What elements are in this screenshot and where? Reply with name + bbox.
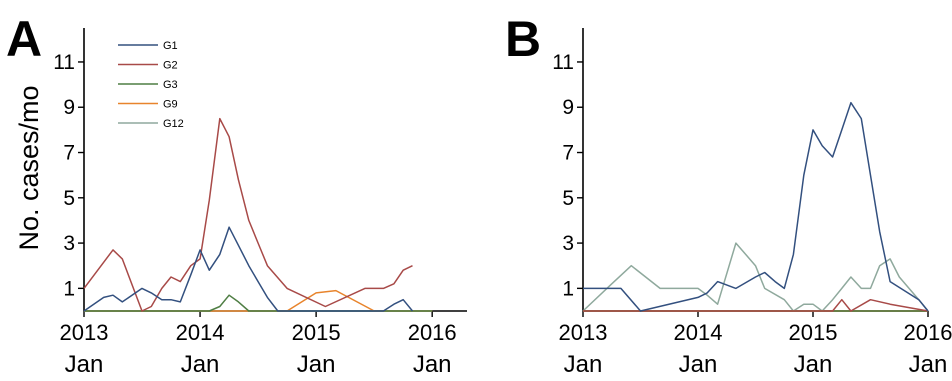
legend-label-g2: G2 (163, 60, 178, 72)
y-tick-label: 7 (562, 142, 574, 165)
x-tick-month-label: Jan (413, 351, 452, 378)
series-line-g2 (583, 298, 929, 312)
x-tick-year-label: 2013 (559, 320, 608, 345)
x-tick-year-label: 2016 (904, 320, 952, 345)
y-tick-label: 11 (552, 51, 574, 74)
y-tick-label: 3 (562, 232, 574, 255)
x-tick-month-label: Jan (181, 351, 220, 378)
x-tick-year-label: 2016 (408, 320, 457, 345)
series-line-g12 (582, 242, 929, 312)
x-tick-year-label: 2014 (674, 320, 723, 345)
legend-label-g3: G3 (163, 79, 178, 91)
legend-label-g12: G12 (163, 118, 184, 130)
x-tick-month-label: Jan (564, 351, 603, 378)
y-tick-label: 9 (63, 96, 75, 119)
x-tick-month-label: Jan (794, 351, 833, 378)
x-tick-year-label: 2014 (176, 320, 225, 345)
y-tick-label: 1 (63, 277, 75, 300)
y-tick-label: 3 (63, 232, 75, 255)
panel-b-label: B (505, 11, 541, 67)
panel-b: B 1 3 5 7 9 11 2013 Jan 2014 Jan 2015 Jan 2016 Jan (505, 11, 952, 378)
panel-a-label: A (6, 11, 42, 67)
y-tick-label: 5 (63, 187, 75, 210)
y-tick-label: 9 (562, 96, 574, 119)
y-axis-title: No. cases/mo (14, 85, 44, 250)
x-tick-month-label: Jan (679, 351, 718, 378)
x-tick-month-label: Jan (297, 351, 336, 378)
y-tick-label: 7 (63, 142, 75, 165)
x-tick-year-label: 2015 (789, 320, 838, 345)
x-tick-year-label: 2015 (292, 320, 341, 345)
legend-label-g1: G1 (163, 40, 178, 52)
x-tick-year-label: 2013 (60, 320, 109, 345)
y-tick-label: 5 (562, 187, 574, 210)
y-tick-label: 1 (562, 277, 574, 300)
panel-a: A 1 3 5 7 9 11 2013 Jan 2014 Jan 2015 Jan 2016 Jan No.… (6, 11, 467, 378)
x-tick-month-label: Jan (909, 351, 948, 378)
series-line-g1 (83, 226, 414, 312)
series-line-g2 (83, 117, 413, 312)
series-line-g1 (583, 101, 929, 312)
legend-label-g9: G9 (163, 99, 178, 111)
y-tick-label: 11 (53, 51, 75, 74)
series-line-g3 (84, 294, 433, 312)
x-tick-month-label: Jan (65, 351, 104, 378)
